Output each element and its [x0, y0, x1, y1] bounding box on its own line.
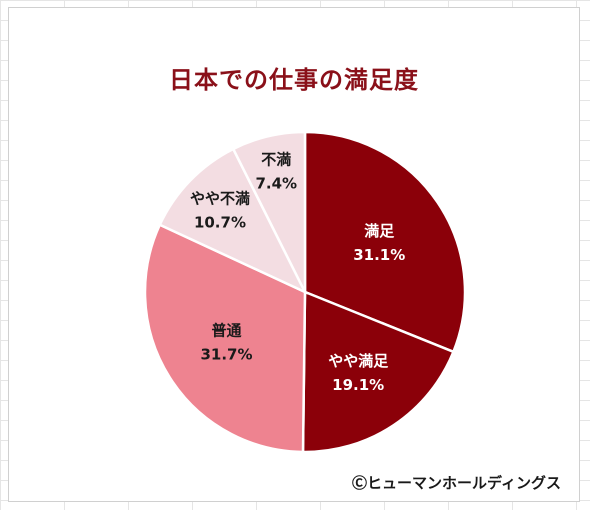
slice-value-label: 31.7% [200, 345, 252, 363]
chart-title: 日本での仕事の満足度 [169, 66, 419, 94]
slice-category-label: やや不満 [190, 190, 250, 208]
copyright-text: Ⓒヒューマンホールディングス [352, 474, 561, 492]
pie-slice-4[interactable] [158, 147, 308, 295]
slice-value-label: 19.1% [332, 376, 384, 394]
slice-value-label: 31.1% [353, 246, 405, 264]
pie-slice-2[interactable] [301, 290, 456, 454]
chart-area[interactable]: 日本での仕事の満足度 満足 31.1% やや満足 19.1% 普通 31.7% やや不満 10… [8, 7, 580, 502]
slice-category-label: 満足 [364, 222, 395, 240]
slice-value-label: 7.4% [255, 175, 297, 193]
slice-category-label: やや満足 [328, 352, 389, 370]
slice-value-label: 10.7% [194, 214, 246, 232]
pie-slice-3[interactable] [143, 223, 307, 454]
pie-slice-5[interactable] [231, 130, 307, 293]
pie-chart: 満足 31.1% やや満足 19.1% 普通 31.7% やや不満 10.7% 不満 7.4% [143, 130, 467, 454]
pie-slice-1[interactable] [303, 130, 467, 354]
slice-category-label: 不満 [261, 151, 291, 169]
slice-category-label: 普通 [211, 321, 241, 339]
